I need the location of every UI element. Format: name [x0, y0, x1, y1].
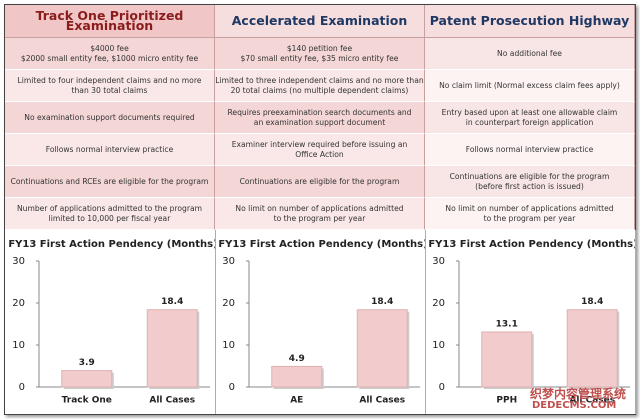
table-cell: No examination support documents require… [5, 102, 215, 134]
x-tick-label: Track One [62, 396, 112, 406]
table-cell: No limit on number of applications admit… [215, 198, 425, 230]
y-tick-label: 0 [439, 382, 445, 393]
table-cell: No claim limit (Normal excess claim fees… [425, 70, 635, 102]
x-tick-label: All Cases [359, 396, 405, 406]
watermark: DEDECMS.COM [532, 400, 617, 411]
column-header: Patent Prosecution Highway [425, 5, 635, 38]
y-tick-label: 20 [432, 298, 445, 309]
y-tick-label: 30 [432, 256, 445, 267]
comparison-table: Track One Prioritized Examination Acceler… [4, 4, 636, 415]
value-label: 13.1 [496, 319, 518, 329]
bar [61, 370, 113, 388]
chart-title: FY13 First Action Pendency (Months) [428, 239, 636, 250]
y-tick-label: 20 [12, 298, 25, 309]
table-cell: Examiner interview required before issui… [215, 134, 425, 166]
column-header: Accelerated Examination [215, 5, 425, 38]
y-tick-label: 10 [432, 340, 445, 351]
y-tick-label: 20 [222, 298, 235, 309]
y-tick-label: 0 [19, 382, 25, 393]
x-tick-label: AE [290, 396, 303, 406]
table-cell: $4000 fee $2000 small entity fee, $1000 … [5, 38, 215, 70]
chart-title: FY13 First Action Pendency (Months) [218, 239, 426, 250]
value-label: 4.9 [289, 354, 305, 364]
bar [146, 309, 198, 388]
y-tick-label: 0 [229, 382, 235, 393]
y-tick-label: 30 [222, 256, 235, 267]
x-tick-label: All Cases [149, 396, 195, 406]
chart: FY13 First Action Pendency (Months) 0 10 20… [218, 230, 426, 414]
bar [271, 365, 323, 388]
column-header: Track One Prioritized Examination [5, 5, 215, 38]
table-cell: Entry based upon at least one allowable … [425, 102, 635, 134]
x-tick-label: All Cases [569, 396, 615, 406]
y-tick-label: 10 [12, 340, 25, 351]
value-label: 18.4 [371, 297, 393, 307]
value-label: 18.4 [161, 297, 183, 307]
table-cell: Follows normal interview practice [5, 134, 215, 166]
table-cell: Follows normal interview practice [425, 134, 635, 166]
table-cell: No additional fee [425, 38, 635, 70]
table-cell: Number of applications admitted to the p… [5, 198, 215, 230]
bar [566, 309, 618, 388]
bar [356, 309, 408, 388]
table-cell: Limited to four independent claims and n… [5, 70, 215, 102]
watermark: 织梦内容管理系统 [530, 387, 627, 401]
value-label: 3.9 [79, 358, 95, 368]
table-cell: $140 petition fee $70 small entity fee, … [215, 38, 425, 70]
y-tick-label: 10 [222, 340, 235, 351]
table-cell: Continuations are eligible for the progr… [425, 166, 635, 198]
table-cell: Limited to three independent claims and … [215, 70, 425, 102]
chart: FY13 First Action Pendency (Months) 0 10 20… [428, 230, 636, 414]
y-tick-label: 30 [12, 256, 25, 267]
table-cell: No limit on number of applications admit… [425, 198, 635, 230]
table-cell: Continuations and RCEs are eligible for … [5, 166, 215, 198]
x-tick-label: PPH [496, 396, 517, 406]
chart: FY13 First Action Pendency (Months) 0 10 20… [8, 230, 216, 414]
value-label: 18.4 [581, 297, 603, 307]
chart-title: FY13 First Action Pendency (Months) [8, 239, 216, 250]
table-cell: Continuations are eligible for the progr… [215, 166, 425, 198]
table-cell: Requires preexamination search documents… [215, 102, 425, 134]
bar [481, 331, 533, 388]
